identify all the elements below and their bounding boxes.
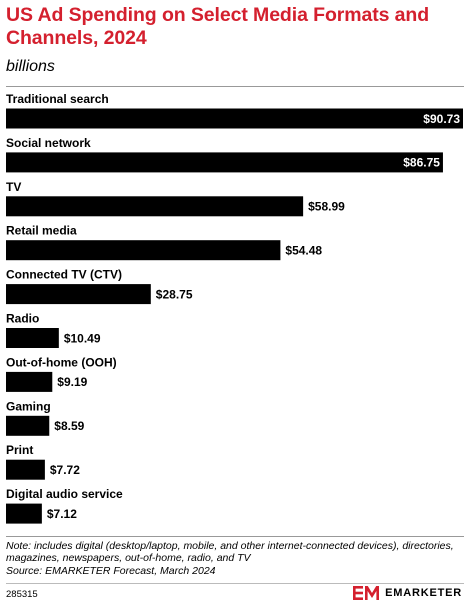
value-label: $90.73 xyxy=(423,112,460,126)
chart-id: 285315 xyxy=(6,589,38,600)
category-label: Gaming xyxy=(6,399,51,413)
bar xyxy=(6,371,53,392)
brand-logo-group: EMARKETER xyxy=(353,586,462,600)
category-label: Traditional search xyxy=(6,92,109,106)
chart-notes: Note: includes digital (desktop/laptop, … xyxy=(6,540,461,577)
bar xyxy=(6,328,59,348)
top-divider xyxy=(6,86,464,87)
chart-subtitle: billions xyxy=(6,58,55,75)
bar xyxy=(6,196,304,217)
value-label: $9.19 xyxy=(57,375,87,389)
value-label: $58.99 xyxy=(308,200,345,214)
value-label: $54.48 xyxy=(285,244,322,258)
note-text: Note: includes digital (desktop/laptop, … xyxy=(6,540,454,565)
value-label: $7.72 xyxy=(50,463,80,477)
chart-title: US Ad Spending on Select Media Formats a… xyxy=(6,4,430,49)
category-label: Retail media xyxy=(6,224,77,238)
category-label: Radio xyxy=(6,312,39,326)
bar xyxy=(6,459,45,480)
category-label: Social network xyxy=(6,136,91,150)
value-label: $86.75 xyxy=(403,156,440,170)
bar xyxy=(6,503,42,524)
bar xyxy=(6,152,443,173)
value-label: $8.59 xyxy=(54,419,84,433)
bar xyxy=(6,284,151,305)
bar xyxy=(6,240,281,261)
bar xyxy=(6,415,50,436)
footer-divider xyxy=(6,583,464,584)
bar xyxy=(6,108,463,129)
brand-name: EMARKETER xyxy=(385,587,462,599)
value-label: $28.75 xyxy=(156,287,193,301)
category-label: TV xyxy=(6,180,21,194)
category-label: Out-of-home (OOH) xyxy=(6,355,117,369)
category-label: Connected TV (CTV) xyxy=(6,268,122,282)
source-text: Source: EMARKETER Forecast, March 2024 xyxy=(6,564,216,577)
value-label: $10.49 xyxy=(64,331,101,345)
category-label: Digital audio service xyxy=(6,487,123,501)
emarketer-logo-icon xyxy=(353,586,380,600)
category-label: Print xyxy=(6,443,33,457)
value-label: $7.12 xyxy=(47,507,77,521)
bottom-divider xyxy=(6,536,464,537)
